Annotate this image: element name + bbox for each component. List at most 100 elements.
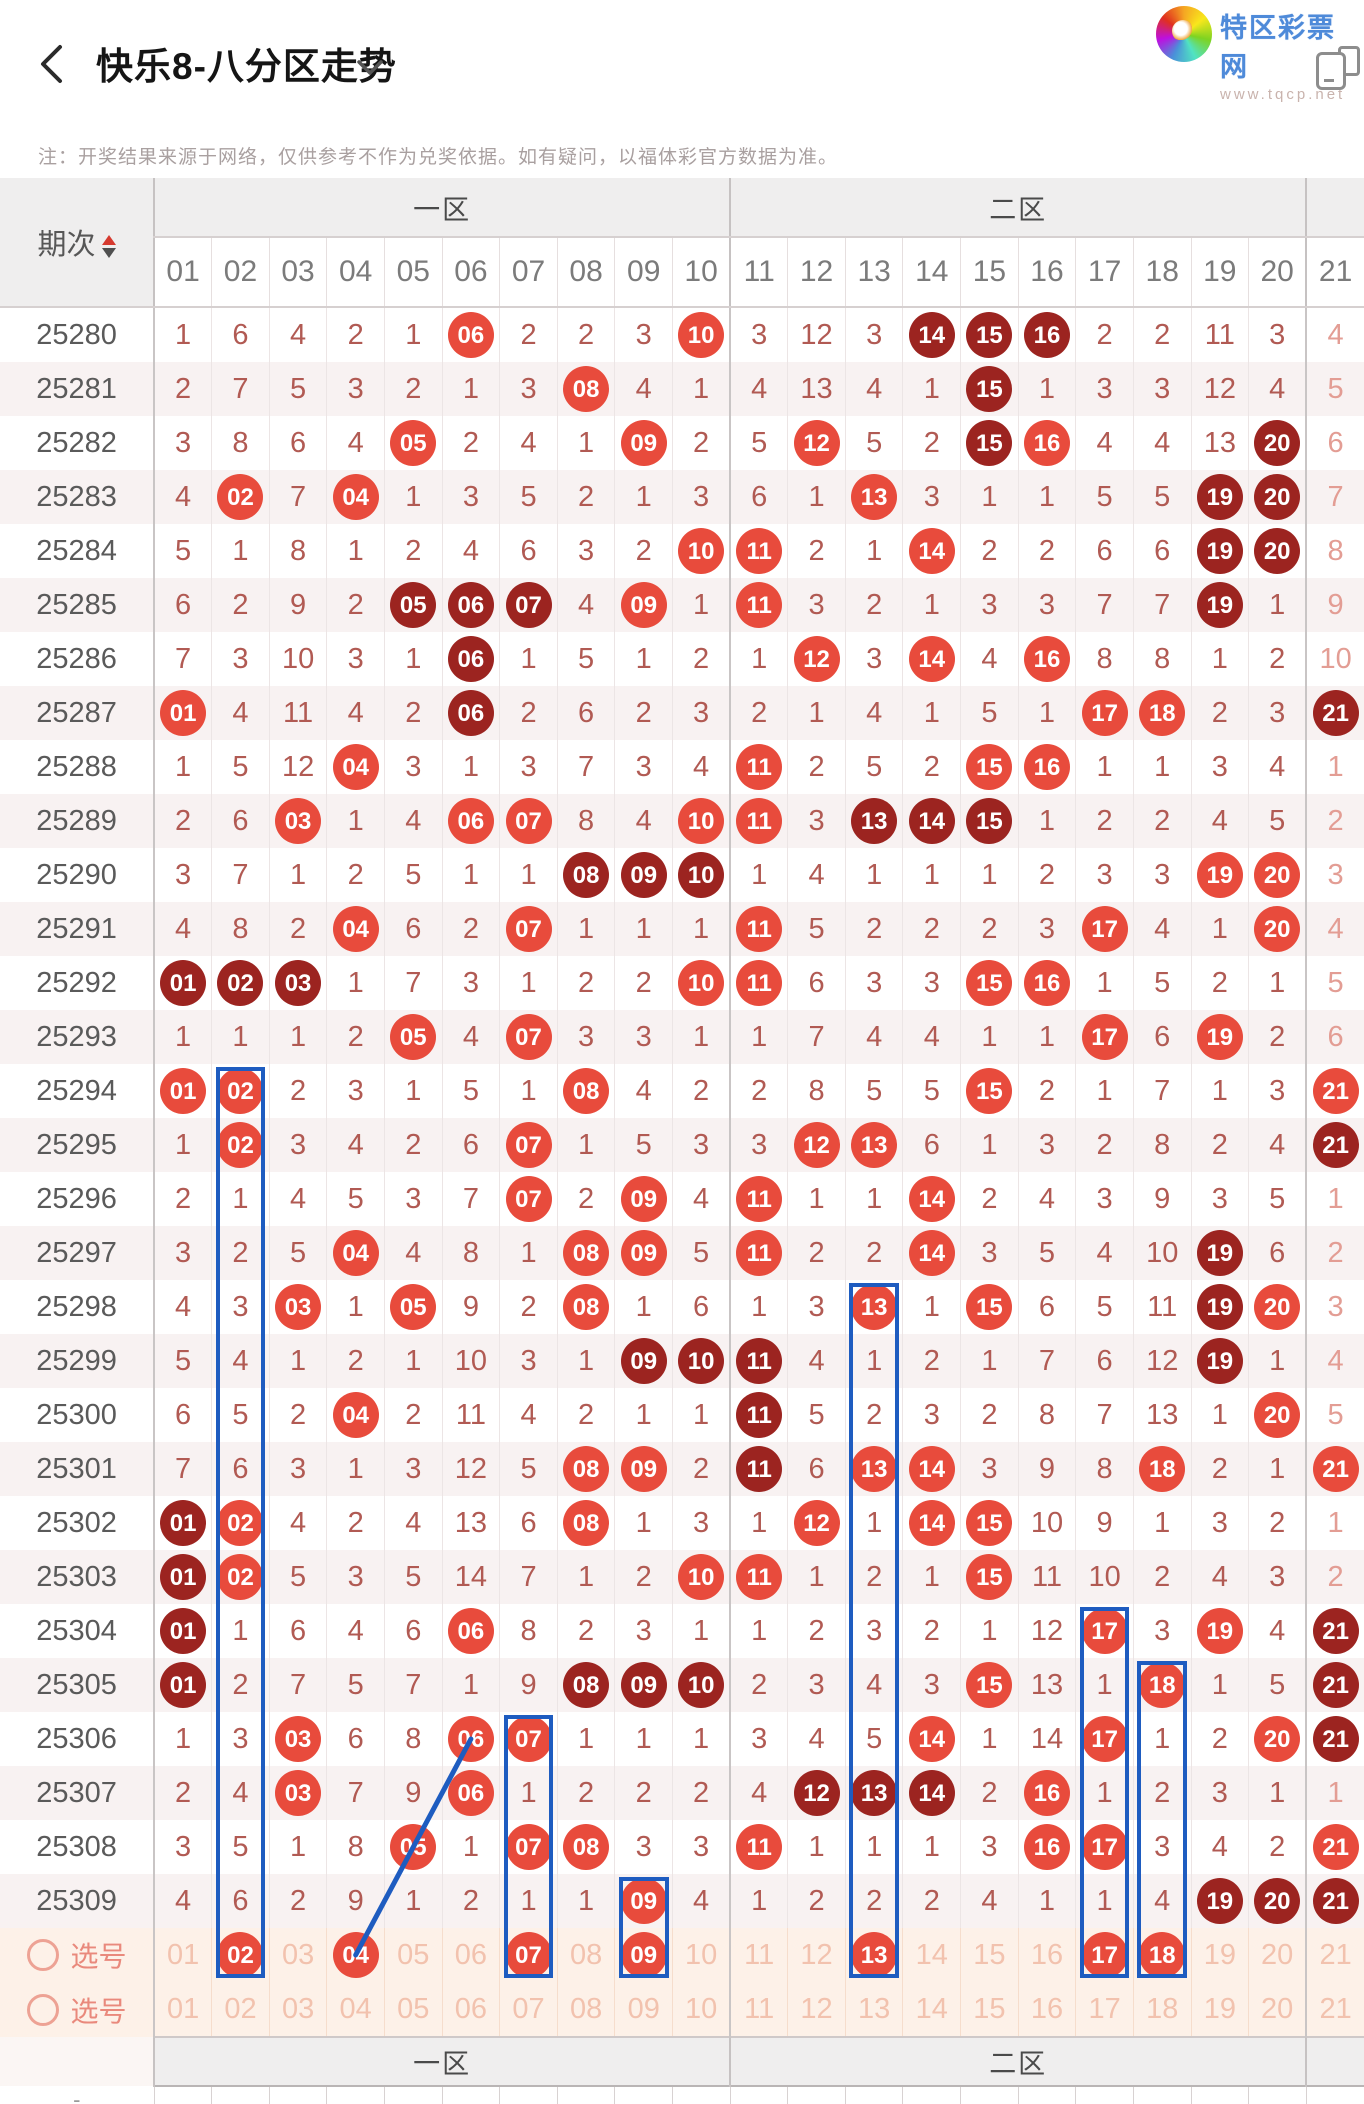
pick-number-cell[interactable]: 16 [1017, 1982, 1076, 2037]
pick-number-cell[interactable]: 19 [1190, 1928, 1249, 1982]
radio-icon[interactable] [26, 1939, 59, 1971]
number-cell: 11 [729, 740, 788, 794]
miss-count: 4 [1211, 1830, 1228, 1863]
number-cell: 14 [441, 1550, 500, 1604]
pick-number-cell[interactable]: 05 [383, 1982, 443, 2037]
pick-number-cell[interactable]: 18 [1132, 1928, 1192, 1982]
pick-number-cell[interactable]: 07 [499, 1928, 558, 1982]
number-cell: 1 [153, 307, 212, 362]
pick-number-cell[interactable]: 15 [960, 1928, 1019, 1982]
miss-count: 5 [1327, 1398, 1344, 1431]
miss-count: 2 [290, 1398, 307, 1431]
pick-number-cell[interactable]: 20 [1248, 1928, 1307, 1982]
back-icon[interactable] [38, 44, 64, 84]
pick-number-cell[interactable]: 03 [268, 1982, 327, 2037]
column-header: 11 [729, 237, 788, 308]
pick-number-cell[interactable]: 13 [844, 1928, 903, 1982]
pick-number-cell[interactable]: 09 [614, 1982, 673, 2037]
miss-count: 2 [578, 966, 595, 999]
column-header: 05 [383, 237, 443, 308]
drawn-ball-repeat: 06 [447, 636, 494, 682]
miss-count: 3 [1211, 1776, 1228, 1809]
number-cell: 13 [441, 1496, 500, 1550]
radio-icon[interactable] [26, 1993, 59, 2026]
miss-count: 5 [808, 912, 825, 945]
pick-number: 08 [569, 1938, 603, 1971]
pick-number-cell[interactable]: 04 [326, 1928, 385, 1982]
drawn-ball: 08 [563, 1068, 610, 1114]
pick-number-cell[interactable]: 03 [268, 1928, 327, 1982]
drawn-ball: 17 [1081, 906, 1128, 952]
pick-number-cell[interactable]: 10 [672, 1928, 731, 1982]
pick-number-cell[interactable]: 06 [441, 1982, 500, 2037]
pick-number-cell[interactable]: 13 [844, 1982, 903, 2037]
drawn-ball-repeat: 09 [620, 852, 667, 898]
pick-number-cell[interactable]: 12 [787, 1928, 846, 1982]
period-cell: 25287 [0, 686, 155, 740]
pick-number-cell[interactable]: 16 [1017, 1928, 1076, 1982]
drawn-ball: 10 [678, 960, 725, 1006]
pick-number-cell[interactable]: 12 [787, 1982, 846, 2037]
pick-number-cell[interactable]: 17 [1075, 1982, 1134, 2037]
pick-number-cell[interactable]: 08 [556, 1928, 615, 1982]
pick-number-cell[interactable]: 04 [326, 1982, 385, 2037]
number-cell: 3 [326, 632, 385, 686]
miss-count: 4 [866, 1020, 883, 1053]
number-cell: 20 [1248, 902, 1307, 956]
pick-number-cell[interactable]: 08 [556, 1982, 615, 2037]
number-cell: 16 [1017, 1766, 1076, 1820]
pick-number-cell[interactable]: 02 [211, 1982, 270, 2037]
number-cell: 2 [1190, 956, 1249, 1010]
number-cell: 2 [1190, 1118, 1249, 1172]
miss-count: 4 [693, 1182, 710, 1215]
pick-number-cell[interactable]: 05 [383, 1928, 443, 1982]
pick-label-cell[interactable]: 选号 [0, 1982, 155, 2037]
pick-number-cell[interactable]: 09 [614, 1928, 673, 1982]
miss-count: 6 [520, 534, 537, 567]
pick-number-cell[interactable]: 20 [1248, 1982, 1307, 2037]
pick-number-cell[interactable]: 01 [153, 1982, 212, 2037]
drawn-ball-repeat: 11 [736, 1392, 783, 1438]
chevron-down-icon[interactable] [356, 58, 384, 78]
miss-count: 5 [290, 1560, 307, 1593]
pick-number-cell[interactable]: 11 [729, 1928, 788, 1982]
pick-number-cell[interactable]: 17 [1075, 1928, 1134, 1982]
number-cell: 08 [556, 1280, 615, 1334]
switch-window-icon[interactable] [1316, 46, 1360, 92]
miss-count: 1 [1211, 912, 1228, 945]
pick-number-cell[interactable]: 06 [441, 1928, 500, 1982]
drawn-ball-repeat: 21 [1312, 1716, 1359, 1762]
miss-count: 3 [175, 1830, 192, 1863]
pick-number-cell[interactable]: 21 [1305, 1982, 1364, 2037]
number-cell: 2 [268, 1874, 327, 1928]
drawn-ball-repeat: 15 [966, 366, 1013, 412]
pick-number-cell[interactable]: 01 [153, 1928, 212, 1982]
pick-number-cell[interactable]: 10 [672, 1982, 731, 2037]
pick-number-cell[interactable]: 19 [1190, 1982, 1249, 2037]
number-cell: 2 [672, 1766, 731, 1820]
number-cell: 1 [614, 1280, 673, 1334]
number-cell: 2 [1132, 307, 1192, 362]
drawn-ball-repeat: 20 [1254, 1878, 1301, 1924]
number-cell: 1 [1075, 1874, 1134, 1928]
pick-number-cell[interactable]: 14 [902, 1928, 961, 1982]
number-cell: 6 [211, 1442, 270, 1496]
miss-count: 2 [808, 1236, 825, 1269]
pick-number-cell[interactable]: 15 [960, 1982, 1019, 2037]
pick-number-cell[interactable]: 02 [211, 1928, 270, 1982]
sort-icon[interactable] [101, 234, 116, 258]
number-cell: 3 [1017, 902, 1076, 956]
number-cell: 17 [1075, 1604, 1134, 1658]
number-cell: 2 [614, 524, 673, 578]
number-cell: 17 [1075, 902, 1134, 956]
number-cell: 3 [787, 1280, 846, 1334]
pick-number-cell[interactable]: 21 [1305, 1928, 1364, 1982]
pick-number-cell[interactable]: 14 [902, 1982, 961, 2037]
pick-number-cell[interactable]: 07 [499, 1982, 558, 2037]
number-cell: 2 [268, 902, 327, 956]
pick-number-cell[interactable]: 11 [729, 1982, 788, 2037]
miss-count: 1 [290, 1344, 307, 1377]
pick-number-cell[interactable]: 18 [1132, 1982, 1192, 2037]
pick-label-cell[interactable]: 选号 [0, 1928, 155, 1982]
miss-count: 5 [866, 426, 883, 459]
